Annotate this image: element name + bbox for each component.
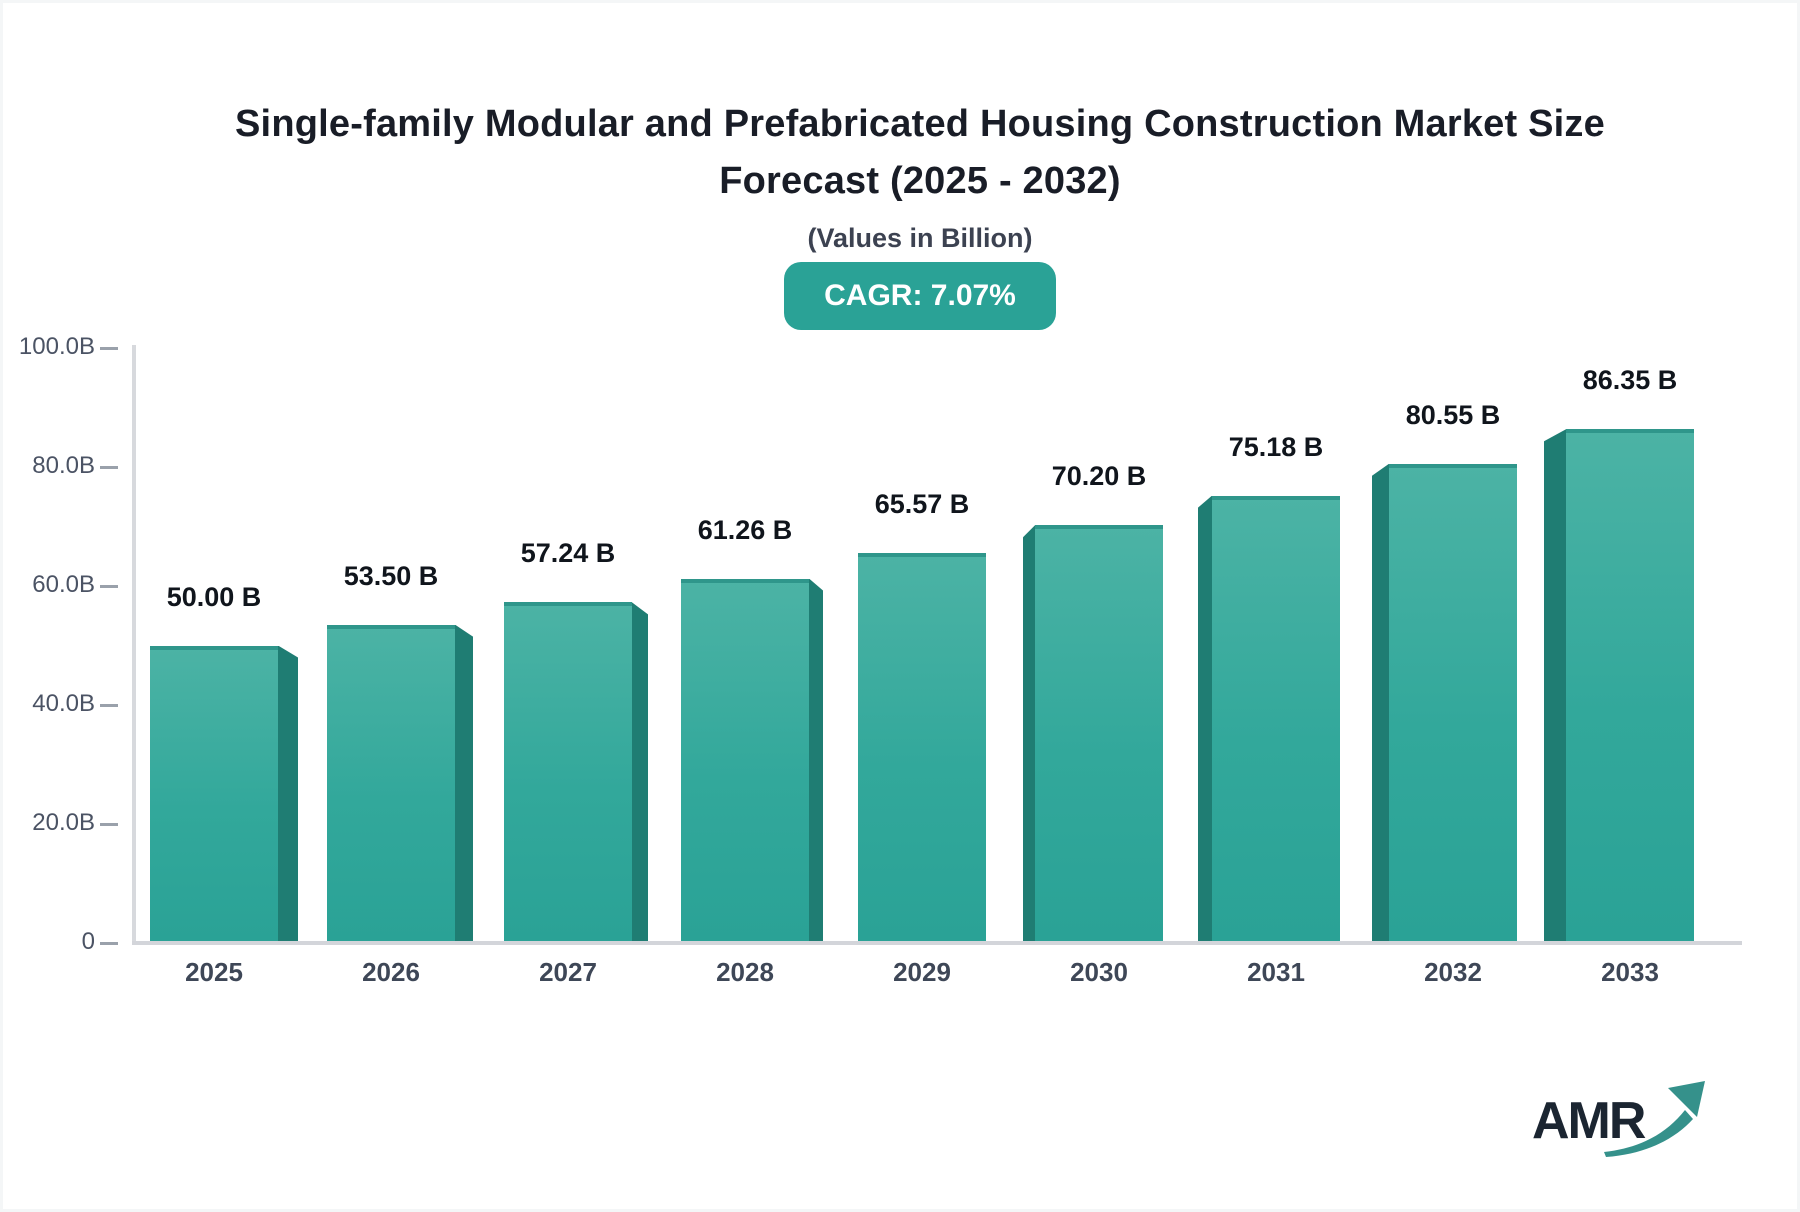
chart-title-line-1: Single-family Modular and Prefabricated … [235, 103, 1605, 145]
chart-title-line-2: Forecast (2025 - 2032) [719, 160, 1121, 202]
x-axis-label: 2032 [1424, 957, 1482, 987]
x-axis-label: 2030 [1070, 957, 1128, 987]
y-axis-label: 60.0B [32, 571, 95, 598]
y-axis-label: 80.0B [32, 452, 95, 479]
y-axis-tick [100, 942, 118, 945]
bar-value-label: 65.57 B [874, 488, 970, 519]
bar-value-label: 53.50 B [343, 560, 439, 591]
x-axis-line [132, 941, 1742, 945]
bar-3d-side [1372, 463, 1389, 943]
bar-3d-side [1544, 429, 1566, 943]
bar-2029[interactable] [858, 552, 986, 943]
bar-2033[interactable] [1566, 429, 1694, 943]
bar-2031[interactable] [1212, 495, 1340, 943]
bar-value-label: 50.00 B [166, 581, 262, 612]
y-axis-label: 0 [81, 928, 95, 955]
arrow-swoosh-icon [1604, 1110, 1693, 1157]
bar-value-label: 86.35 B [1582, 365, 1678, 396]
bar-value-label: 57.24 B [520, 538, 616, 569]
bar-value-label: 70.20 B [1051, 461, 1147, 492]
y-axis-label: 40.0B [32, 690, 95, 717]
bar-3d-side [632, 602, 648, 943]
bar-value-label: 61.26 B [697, 514, 793, 545]
y-axis-line [132, 345, 136, 945]
x-axis-label: 2027 [539, 957, 597, 987]
x-axis-label: 2028 [716, 957, 774, 987]
bar-2032[interactable] [1389, 463, 1517, 943]
x-axis-label: 2029 [893, 957, 951, 987]
x-axis-label: 2025 [185, 957, 243, 987]
bar-2028[interactable] [681, 578, 809, 943]
y-axis-tick [100, 704, 118, 707]
y-axis-label: 20.0B [32, 809, 95, 836]
bar-3d-side [455, 624, 473, 943]
y-axis-tick [100, 466, 118, 469]
bar-2026[interactable] [327, 624, 455, 943]
bar-2030[interactable] [1035, 525, 1163, 943]
x-axis-label: 2026 [362, 957, 420, 987]
x-axis-label: 2033 [1601, 957, 1659, 987]
amr-logo: AMR [1518, 1076, 1718, 1172]
bar-value-label: 80.55 B [1405, 399, 1501, 430]
amr-logo-text: AMR [1532, 1092, 1646, 1150]
bar-2025[interactable] [150, 645, 278, 943]
chart-header: Single-family Modular and Prefabricated … [120, 96, 1720, 330]
bar-2027[interactable] [504, 602, 632, 943]
bar-value-label: 75.18 B [1228, 431, 1324, 462]
arrow-head-icon [1668, 1081, 1705, 1117]
x-axis-label: 2031 [1247, 957, 1305, 987]
y-axis-tick [100, 823, 118, 826]
bar-3d-side [809, 578, 823, 943]
bar-3d-side [1198, 495, 1212, 943]
amr-logo-graphic: AMR [1532, 1081, 1705, 1157]
bar-3d-side [278, 645, 298, 943]
y-axis-label: 100.0B [18, 333, 95, 360]
chart-subtitle: (Values in Billion) [807, 223, 1033, 253]
y-axis-tick [100, 347, 118, 350]
y-axis-tick [100, 585, 118, 588]
cagr-badge: CAGR: 7.07% [784, 262, 1056, 330]
bar-3d-side [1023, 525, 1035, 943]
